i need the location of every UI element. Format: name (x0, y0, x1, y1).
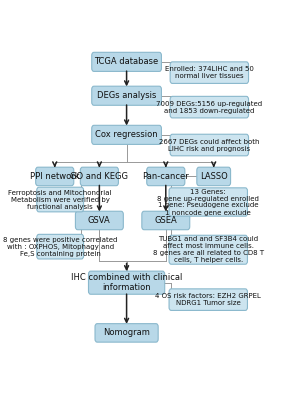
Text: IHC combined with clinical
information: IHC combined with clinical information (71, 273, 182, 292)
FancyBboxPatch shape (142, 211, 190, 230)
FancyBboxPatch shape (92, 52, 161, 72)
FancyBboxPatch shape (169, 235, 248, 264)
Text: TUBG1 and and SF3B4 could
affect most immune cells.
8 genes are all related to C: TUBG1 and and SF3B4 could affect most im… (153, 236, 264, 263)
FancyBboxPatch shape (92, 125, 161, 144)
Text: Nomogram: Nomogram (103, 328, 150, 338)
FancyBboxPatch shape (169, 188, 248, 216)
Text: GO and KEGG: GO and KEGG (70, 172, 128, 181)
FancyBboxPatch shape (147, 167, 185, 186)
FancyBboxPatch shape (169, 289, 248, 310)
Text: TCGA database: TCGA database (94, 57, 159, 66)
FancyBboxPatch shape (37, 234, 83, 259)
FancyBboxPatch shape (80, 167, 118, 186)
Text: GSVA: GSVA (88, 216, 111, 225)
Text: Enrolled: 374LIHC and 50
normal liver tissues: Enrolled: 374LIHC and 50 normal liver ti… (165, 66, 254, 79)
Text: PPI network: PPI network (30, 172, 80, 181)
Text: DEGs analysis: DEGs analysis (97, 91, 156, 100)
FancyBboxPatch shape (170, 62, 248, 84)
FancyBboxPatch shape (197, 167, 231, 186)
Text: 4 OS risk factors: EZH2 GRPEL
NDRG1 Tumor size: 4 OS risk factors: EZH2 GRPEL NDRG1 Tumo… (155, 293, 261, 306)
FancyBboxPatch shape (170, 134, 248, 156)
Text: 2667 DEGs could affect both
LIHC risk and prognosis: 2667 DEGs could affect both LIHC risk an… (159, 138, 260, 152)
Text: LASSO: LASSO (200, 172, 228, 181)
FancyBboxPatch shape (75, 211, 123, 230)
FancyBboxPatch shape (37, 187, 83, 212)
FancyBboxPatch shape (170, 96, 248, 118)
Text: 7009 DEGs:5156 up-regulated
and 1853 down-regulated: 7009 DEGs:5156 up-regulated and 1853 dow… (156, 101, 262, 114)
Text: Cox regression: Cox regression (95, 130, 158, 139)
Text: Pan-cancer: Pan-cancer (142, 172, 189, 181)
Text: GSEA: GSEA (155, 216, 177, 225)
Text: Ferroptosis and Mitochondrial
Metabolism were verified by
functional analysis: Ferroptosis and Mitochondrial Metabolism… (8, 190, 112, 210)
FancyBboxPatch shape (95, 324, 158, 342)
Text: 8 genes were positive correlated
with : OXPHOS, Mitophagy and
Fe,S containing pr: 8 genes were positive correlated with : … (3, 237, 117, 257)
FancyBboxPatch shape (92, 86, 161, 105)
FancyBboxPatch shape (89, 271, 165, 294)
FancyBboxPatch shape (36, 167, 74, 186)
Text: 13 Genes:
8 gene up-regulated enrolled
1 gene: Pseudogene exclude
1 noncode gene: 13 Genes: 8 gene up-regulated enrolled 1… (157, 188, 259, 216)
